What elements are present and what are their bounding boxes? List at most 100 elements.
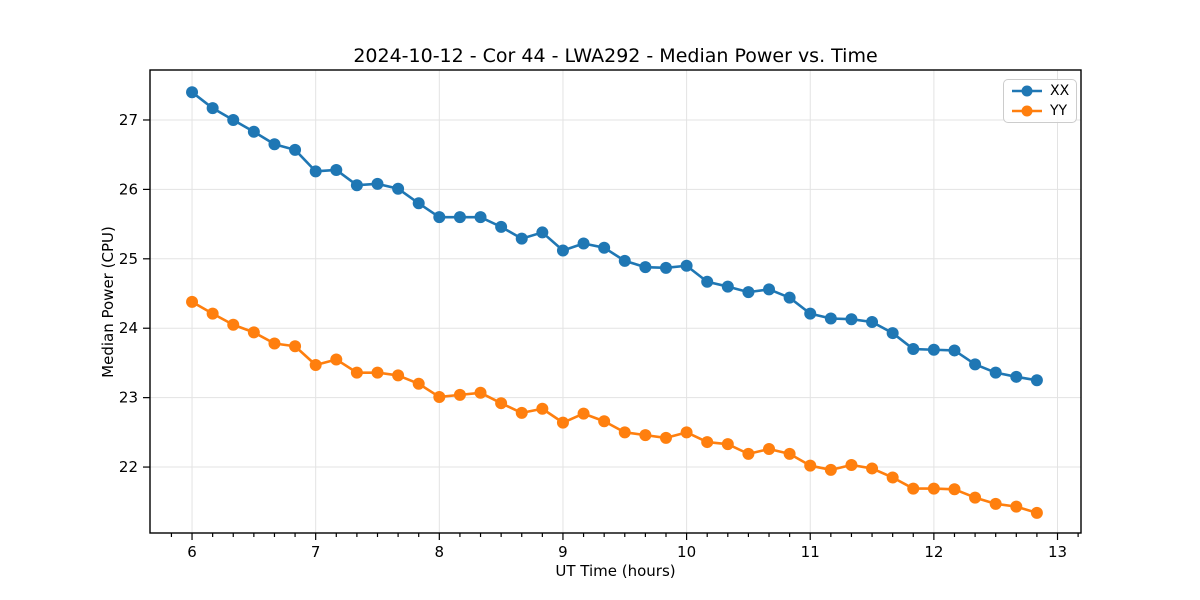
- series-YY-marker: [474, 386, 487, 399]
- series-YY-marker: [206, 307, 219, 320]
- series-XX-marker: [866, 315, 879, 328]
- svg-text:7: 7: [311, 543, 321, 561]
- svg-text:8: 8: [435, 543, 445, 561]
- legend-label: XX: [1050, 83, 1070, 99]
- series-YY-marker: [556, 416, 569, 429]
- y-tick-labels: 22 23 24 25 26 27: [119, 111, 138, 476]
- series-XX-marker: [948, 344, 961, 357]
- series-YY-marker: [577, 407, 590, 420]
- series-YY-marker: [227, 318, 240, 331]
- series-XX-marker: [639, 261, 652, 274]
- series-XX-marker: [350, 179, 363, 192]
- series-XX-marker: [433, 211, 446, 224]
- legend-label: YY: [1050, 103, 1068, 119]
- series-YY-marker: [763, 443, 776, 456]
- svg-text:27: 27: [119, 111, 138, 129]
- legend-line-marker-xx: [1012, 85, 1042, 97]
- series-XX-marker: [989, 366, 1002, 379]
- series-XX-marker: [412, 197, 425, 210]
- x-tick-labels: 6 7 8 9 10 11 12 13: [187, 543, 1067, 561]
- series-XX-marker: [742, 286, 755, 299]
- series-YY: [186, 295, 1043, 519]
- series-XX-marker: [907, 343, 920, 356]
- series-XX-marker: [186, 86, 199, 99]
- grid-lines: [150, 70, 1081, 533]
- svg-text:23: 23: [119, 389, 138, 407]
- series-XX-marker: [556, 244, 569, 257]
- svg-text:26: 26: [119, 180, 138, 198]
- series-YY-marker: [824, 463, 837, 476]
- series-YY-marker: [268, 337, 281, 350]
- series-YY-marker: [659, 431, 672, 444]
- series-YY-marker: [330, 353, 343, 366]
- series-YY-marker: [247, 326, 260, 339]
- series-XX-marker: [515, 232, 528, 245]
- series-YY-marker: [886, 471, 899, 484]
- series-YY-marker: [453, 388, 466, 401]
- legend-item-yy: YY: [1004, 102, 1076, 120]
- series-YY-marker: [515, 406, 528, 419]
- series-XX-marker: [577, 237, 590, 250]
- series-XX-marker: [309, 165, 322, 178]
- series-YY-marker: [907, 482, 920, 495]
- series-YY-marker: [742, 447, 755, 460]
- series-XX: [186, 86, 1043, 387]
- series-YY-marker: [371, 366, 384, 379]
- series-XX-marker: [495, 220, 508, 233]
- series-YY-line: [191, 300, 1038, 515]
- series-YY-marker: [412, 377, 425, 390]
- svg-text:24: 24: [119, 319, 138, 337]
- series-XX-marker: [845, 313, 858, 326]
- series-YY-marker: [350, 366, 363, 379]
- series-YY-marker: [186, 295, 199, 308]
- legend: XX YY: [1003, 79, 1077, 123]
- series-XX-marker: [330, 163, 343, 176]
- series-XX-marker: [268, 138, 281, 151]
- svg-text:22: 22: [119, 458, 138, 476]
- series-YY-marker: [536, 402, 549, 415]
- series-XX-marker: [618, 254, 631, 267]
- series-YY-marker: [804, 459, 817, 472]
- series-YY-marker: [433, 390, 446, 403]
- series-XX-marker: [659, 261, 672, 274]
- series-YY-marker: [845, 458, 858, 471]
- series-YY-marker: [1030, 506, 1043, 519]
- series-YY-marker: [948, 483, 961, 496]
- series-XX-line: [191, 91, 1038, 382]
- svg-text:6: 6: [187, 543, 197, 561]
- series-XX-marker: [701, 275, 714, 288]
- series-XX-marker: [289, 143, 302, 156]
- series-YY-marker: [969, 491, 982, 504]
- series-YY-marker: [618, 426, 631, 439]
- svg-text:13: 13: [1048, 543, 1067, 561]
- series-XX-marker: [680, 259, 693, 272]
- series-YY-marker: [989, 497, 1002, 510]
- legend-item-xx: XX: [1004, 82, 1076, 100]
- series-YY-marker: [701, 436, 714, 449]
- series-YY-marker: [495, 397, 508, 410]
- series-XX-marker: [227, 113, 240, 126]
- series-XX-marker: [206, 102, 219, 115]
- series-XX-marker: [927, 343, 940, 356]
- series-XX-marker: [598, 241, 611, 254]
- series-XX-marker: [1030, 374, 1043, 387]
- series-XX-marker: [247, 125, 260, 138]
- plot-border: [149, 69, 1082, 534]
- series-XX-marker: [763, 283, 776, 296]
- svg-text:25: 25: [119, 250, 138, 268]
- svg-text:11: 11: [801, 543, 820, 561]
- series-YY-marker: [866, 462, 879, 475]
- series-XX-marker: [783, 291, 796, 304]
- series-YY-marker: [289, 340, 302, 353]
- series-XX-marker: [1010, 370, 1023, 383]
- y-axis-label: Median Power (CPU): [99, 226, 117, 378]
- svg-text:9: 9: [558, 543, 568, 561]
- series-XX-marker: [453, 211, 466, 224]
- series-XX-marker: [886, 327, 899, 340]
- series-XX-marker: [474, 211, 487, 224]
- x-axis-label: UT Time (hours): [555, 562, 676, 580]
- series-YY-marker: [392, 369, 405, 382]
- svg-text:10: 10: [677, 543, 696, 561]
